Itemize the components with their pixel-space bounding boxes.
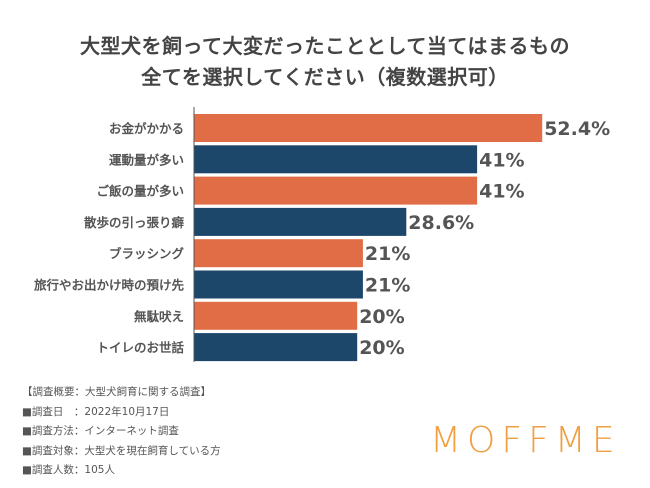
category-label: 運動量が多い: [109, 152, 184, 167]
note-line: 【調査概要：大型犬飼育に関する調査】: [22, 386, 211, 398]
data-label: 20%: [359, 306, 404, 328]
survey-notes: 【調査概要：大型犬飼育に関する調査】 ■調査日 ：2022年10月17日 ■調査…: [22, 383, 221, 481]
note-line: ■調査人数：105人: [22, 464, 115, 476]
category-label: 散歩の引っ張り癖: [84, 215, 185, 230]
bar: [194, 239, 363, 268]
category-label: 無駄吠え: [134, 309, 184, 324]
category-label: お金がかかる: [109, 121, 184, 136]
bar: [194, 114, 543, 142]
moffme-logo: MOFFME: [430, 420, 621, 461]
bar: [194, 270, 363, 299]
bar-chart: お金がかかる 52.4% 運動量が多い 41% ご飯の量が多い 41% 散歩の引っ張り癖 28…: [33, 107, 610, 362]
data-label: 21%: [365, 275, 410, 297]
note-line: ■調査日 ：2022年10月17日: [22, 405, 170, 418]
bar: [194, 207, 407, 236]
data-label: 20%: [359, 337, 404, 359]
category-label: ご飯の量が多い: [96, 184, 184, 199]
data-label: 52.4%: [544, 118, 610, 140]
bar: [194, 145, 478, 174]
data-label: 21%: [365, 243, 410, 265]
note-line: ■調査方法：インターネット調査: [22, 425, 179, 437]
chart-title-line-1: 大型犬を飼って大変だったこととして当てはまるもの: [80, 34, 570, 58]
category-label: トイレのお世話: [96, 340, 184, 355]
category-label: ブラッシング: [109, 246, 185, 261]
data-label: 28.6%: [408, 212, 474, 234]
note-line: ■調査対象：大型犬を現在飼育している方: [22, 444, 221, 457]
bar: [194, 333, 358, 362]
data-label: 41%: [479, 181, 524, 203]
chart-title-line-2: 全てを選択してください（複数選択可）: [141, 65, 509, 89]
category-label: 旅行やお出かけ時の預け先: [33, 278, 185, 293]
bar: [194, 176, 478, 205]
bar: [194, 301, 358, 330]
data-label: 41%: [479, 149, 524, 171]
